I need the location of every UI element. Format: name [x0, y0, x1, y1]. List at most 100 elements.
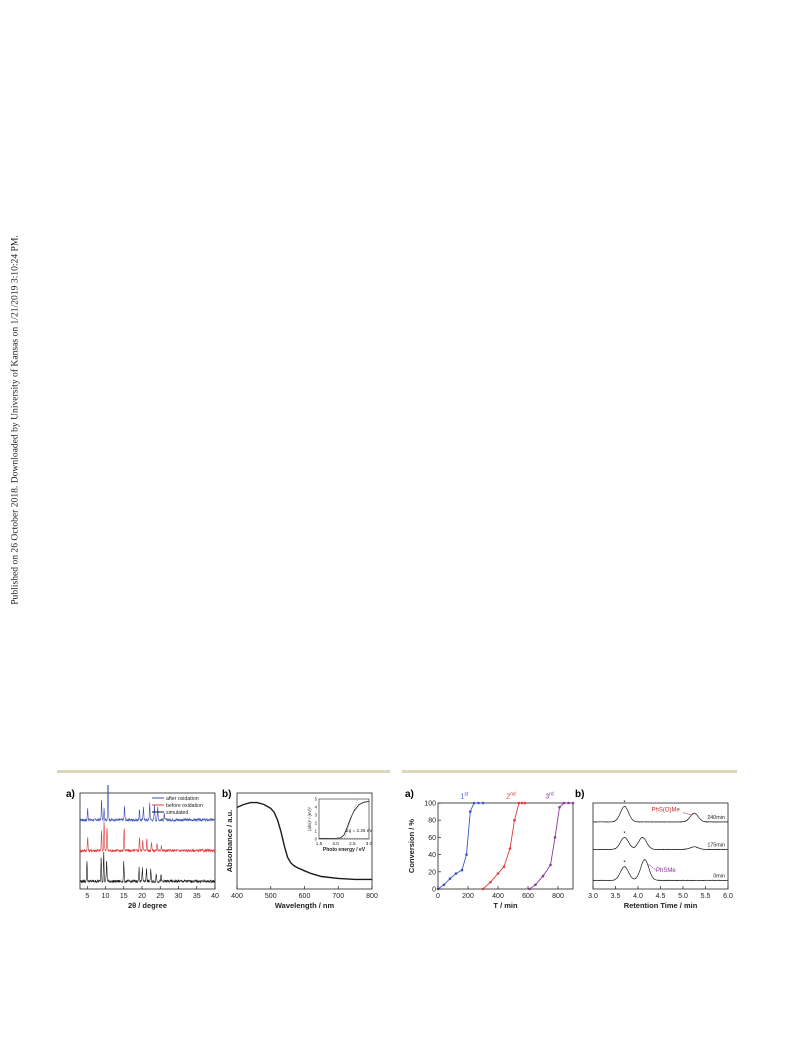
x-tick-label: 6.0 [723, 893, 733, 900]
conversion-point [481, 801, 485, 805]
tauc-curve [318, 800, 370, 840]
x-tick-label: 5 [85, 893, 89, 900]
inset-y-tick-label: 2 [315, 821, 318, 826]
download-watermark-text: Published on 26 October 2018. Downloaded… [9, 235, 21, 605]
product-label: PhS(O)Me [652, 808, 681, 814]
conversion-point [520, 801, 524, 805]
x-tick-label: 4.0 [633, 893, 643, 900]
reference-peak-marker: * [623, 800, 626, 806]
chromatogram-trace [592, 836, 728, 851]
x-tick-label: 15 [120, 893, 128, 900]
y-axis-label: Absorbance / a.u. [225, 810, 234, 873]
conversion-point [477, 801, 480, 805]
legend-label: simulated [166, 810, 188, 816]
conversion-point [508, 847, 512, 850]
absorbance-curve [236, 801, 372, 881]
y-tick-label: 0 [432, 887, 436, 894]
x-tick-label: 700 [332, 893, 344, 900]
x-tick-label: 25 [156, 893, 164, 900]
xrd-pattern [79, 820, 216, 854]
x-tick-label: 5.5 [701, 893, 711, 900]
conversion-point [502, 865, 506, 868]
x-tick-label: 4.5 [656, 893, 666, 900]
x-tick-label: 35 [193, 893, 201, 900]
reference-peak-marker: * [623, 831, 626, 837]
panel-label-b: b) [575, 789, 584, 800]
conversion-point [460, 868, 464, 872]
x-tick-label: 3.0 [588, 893, 598, 900]
tauc-tangent [344, 799, 358, 840]
plot-frame [437, 802, 574, 890]
cycle-label: 1st [461, 792, 469, 801]
reference-peak-marker: * [623, 861, 626, 867]
conversion-point [571, 801, 575, 805]
cycle-label: 2nd [506, 792, 516, 801]
x-tick-label: 800 [552, 893, 564, 900]
x-tick-label: 500 [265, 893, 277, 900]
xrd-pattern [79, 751, 216, 823]
inset-x-tick-label: 3.0 [366, 841, 373, 846]
x-tick-label: 40 [211, 893, 219, 900]
y-tick-label: 80 [428, 818, 436, 825]
inset-y-axis-label: (ahν)² / (eV)² [307, 807, 312, 831]
y-tick-label: 100 [424, 801, 436, 808]
uv-vis-chart: 400 500 600 700 800 Wavelength / nm Absorbance… [225, 792, 378, 910]
trace-time-label: 175min [707, 842, 725, 848]
legend-label: before oxidation [166, 803, 203, 809]
inset-x-tick-label: 1.5 [316, 841, 323, 846]
inset-x-axis-label: Photo energy / eV [323, 847, 366, 853]
figure-conversion-gc: a) 1st 2nd 3rd 0 200 400 600 800 0 20 40 60 80 100 T /… [405, 785, 735, 940]
conversion-point [528, 887, 531, 891]
conversion-point [567, 801, 570, 805]
trace-time-label: 0min [713, 873, 725, 879]
conversion-point [549, 863, 552, 867]
inset-x-tick-label: 2.0 [332, 841, 339, 846]
conversion-point [472, 801, 476, 805]
panel-label-a: a) [66, 789, 75, 800]
plot-frame [79, 792, 216, 890]
y-tick-label: 20 [428, 869, 436, 876]
x-tick-label: 20 [138, 893, 146, 900]
x-tick-label: 30 [175, 893, 183, 900]
conversion-point [454, 872, 458, 875]
conversion-point [442, 883, 446, 886]
conversion-point [553, 836, 557, 839]
cycle-label: 3rd [545, 792, 554, 801]
substrate-label-pointer [646, 863, 657, 871]
conversion-point [448, 877, 452, 880]
chromatogram-chart: 240min 175min 0min * * * PhS(O)Me PhSMe 3.0 3.5 4.… [588, 800, 733, 910]
inset-y-tick-label: 0 [315, 837, 318, 842]
panel-label-b: b) [222, 789, 231, 800]
chromatogram-trace [593, 859, 729, 882]
inset-y-tick-label: 3 [315, 813, 318, 818]
conversion-line [437, 802, 483, 890]
conversion-point [558, 806, 561, 809]
panel-label-a: a) [405, 789, 414, 800]
inset-y-tick-label: 5 [315, 797, 318, 802]
inset-x-tick-label: 2.5 [349, 841, 356, 846]
x-axis-label: 2θ / degree [128, 901, 167, 910]
conversion-point [496, 872, 500, 875]
y-axis-label: Conversion / % [407, 819, 416, 874]
xrd-pattern [79, 851, 216, 884]
figure-conversion-gc-svg: a) 1st 2nd 3rd 0 200 400 600 800 0 20 40 60 80 100 T /… [405, 789, 733, 910]
conversion-point [541, 874, 545, 878]
inset-frame [318, 798, 370, 840]
x-tick-label: 400 [231, 893, 243, 900]
trace-time-label: 240min [707, 815, 725, 821]
x-tick-label: 600 [522, 893, 534, 900]
x-axis-label: T / min [493, 901, 518, 910]
y-tick-label: 40 [428, 852, 436, 859]
legend-label: after oxidation [166, 796, 199, 802]
x-tick-label: 5.0 [678, 893, 688, 900]
x-axis-label: Wavelength / nm [275, 901, 335, 910]
figure-divider-left [57, 770, 390, 773]
substrate-label: PhSMe [656, 868, 676, 874]
y-tick-label: 60 [428, 835, 436, 842]
conversion-point [523, 801, 527, 805]
x-tick-label: 600 [299, 893, 311, 900]
x-tick-label: 3.5 [611, 893, 621, 900]
x-tick-label: 0 [436, 893, 440, 900]
conversion-point [489, 880, 492, 884]
